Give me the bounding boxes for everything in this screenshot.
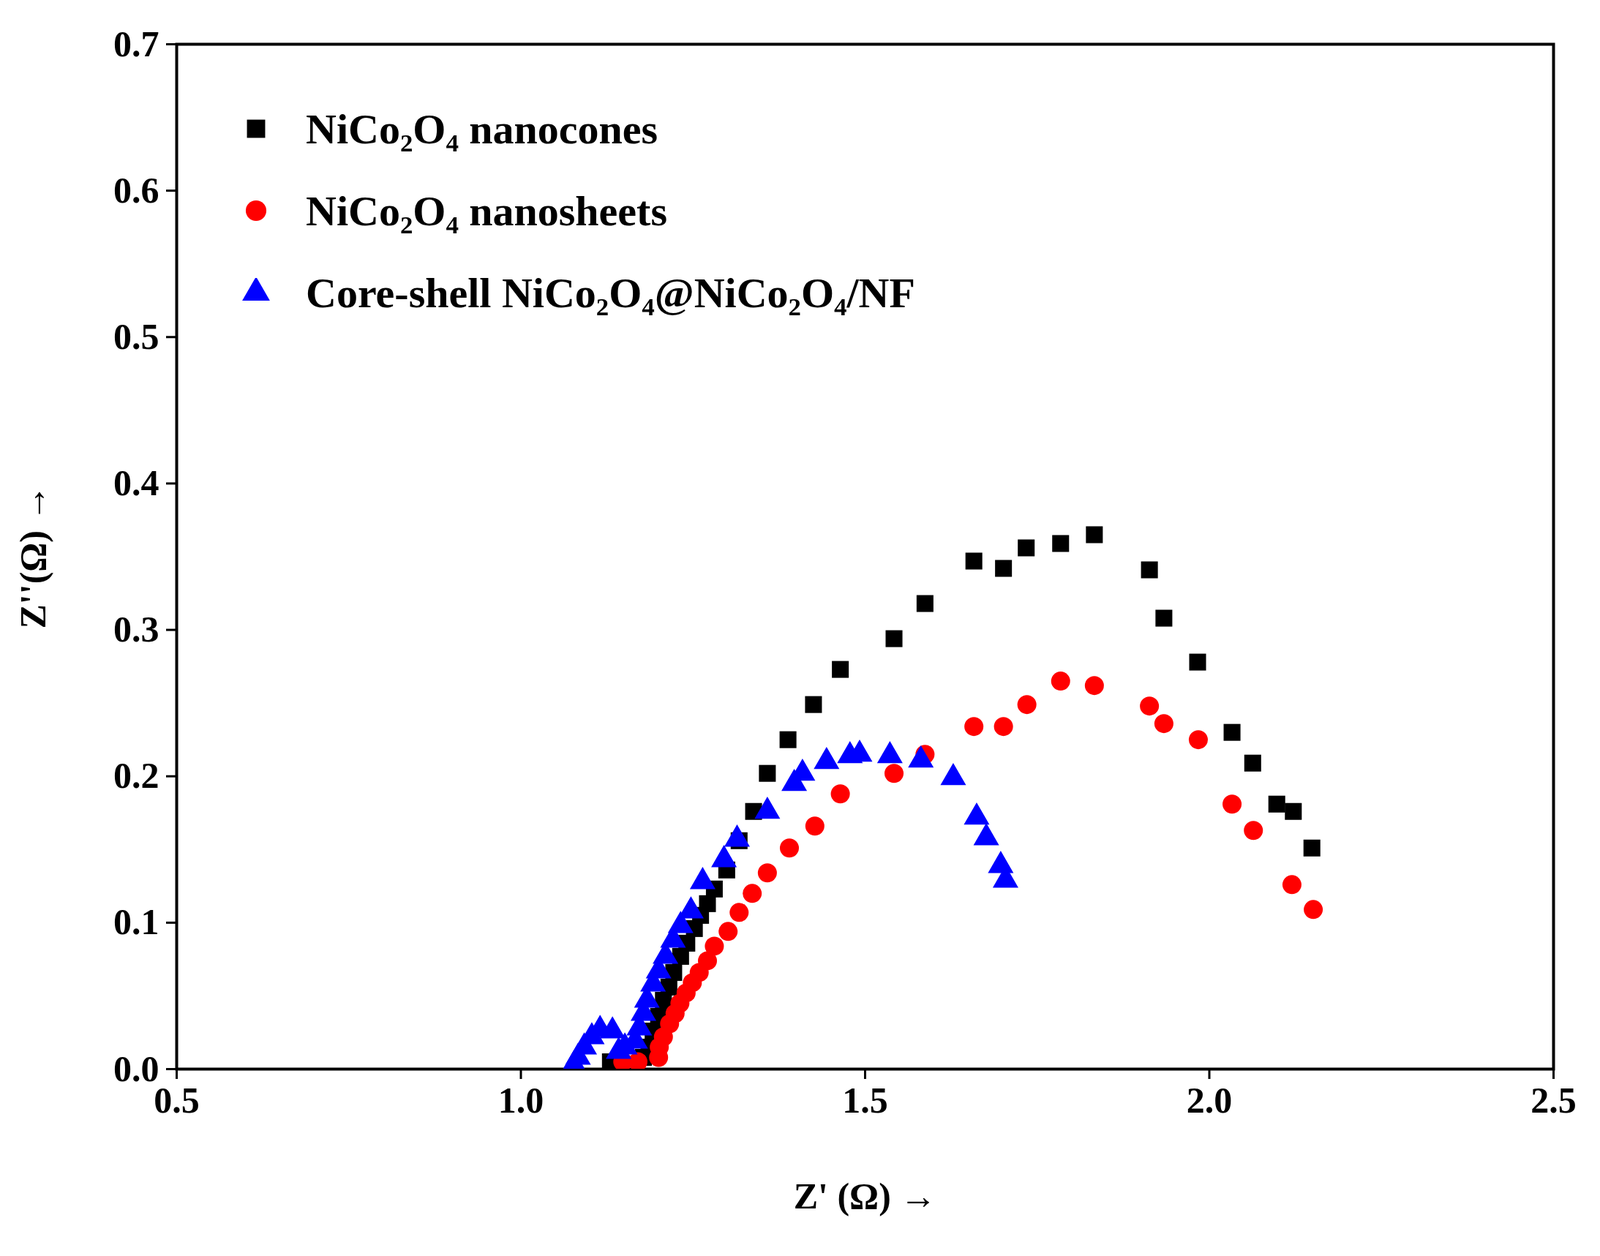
- svg-text:0.6: 0.6: [113, 169, 160, 211]
- svg-text:0.4: 0.4: [113, 462, 160, 504]
- svg-text:0.1: 0.1: [113, 901, 160, 943]
- svg-text:0.5: 0.5: [113, 316, 160, 358]
- html-text:Core-shell NiCo₂O₄@NiCo₂O₄/NF: Core-shell NiCo₂O₄@NiCo₂O₄/NF: [305, 268, 916, 317]
- svg-text:2.5: 2.5: [1530, 1079, 1577, 1121]
- svg-text:Z''(Ω) →: Z''(Ω) →: [12, 485, 54, 630]
- svg-text:0.7: 0.7: [113, 23, 160, 65]
- svg-text:2.0: 2.0: [1186, 1079, 1233, 1121]
- svg-text:0.0: 0.0: [113, 1048, 160, 1090]
- svg-text:0.2: 0.2: [113, 755, 160, 796]
- html-text:NiCo₂O₄ nanosheets: NiCo₂O₄ nanosheets: [305, 186, 668, 235]
- svg-text:Z' (Ω) →: Z' (Ω) →: [793, 1175, 938, 1217]
- svg-text:0.3: 0.3: [113, 608, 160, 650]
- svg-text:0.5: 0.5: [153, 1079, 200, 1121]
- svg-text:1.5: 1.5: [842, 1079, 889, 1121]
- html-text:NiCo₂O₄ nanocones: NiCo₂O₄ nanocones: [305, 104, 658, 153]
- svg-text:1.0: 1.0: [498, 1079, 545, 1121]
